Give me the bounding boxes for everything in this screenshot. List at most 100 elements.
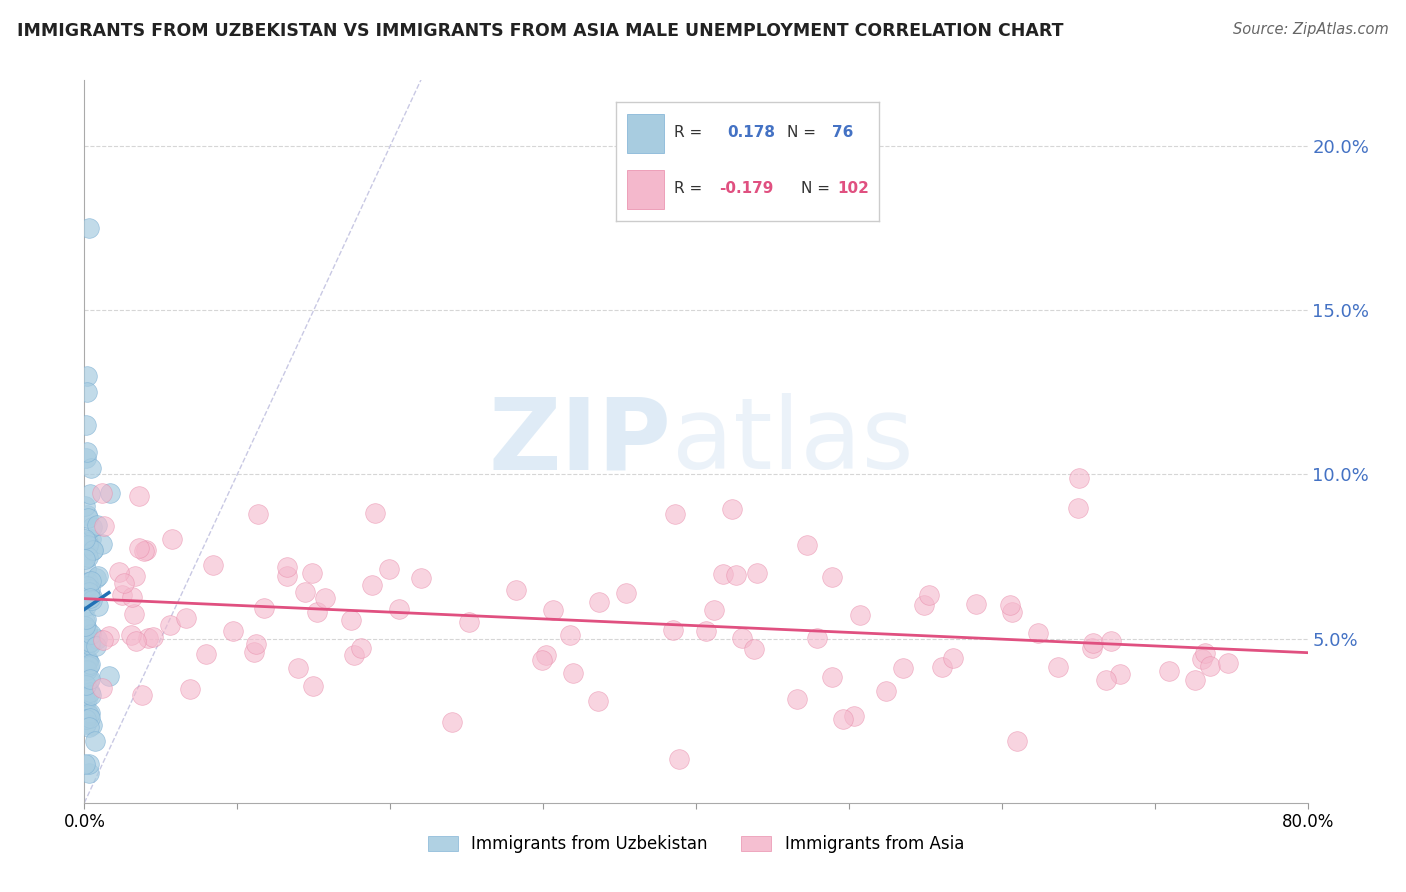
- Point: [79, 486, 101, 500]
- Point: [664, 507, 686, 521]
- Point: [75, 717, 97, 731]
- Point: [76, 368, 98, 383]
- Point: [796, 538, 818, 552]
- Point: [77, 652, 100, 666]
- Point: [79, 634, 101, 648]
- Point: [1099, 634, 1122, 648]
- Point: [112, 575, 135, 590]
- Point: [875, 684, 897, 698]
- Point: [76, 537, 98, 551]
- Point: [111, 588, 134, 602]
- Point: [821, 570, 844, 584]
- Point: [1026, 626, 1049, 640]
- Point: [76, 638, 98, 652]
- Point: [668, 752, 690, 766]
- Point: [731, 632, 754, 646]
- Point: [131, 689, 153, 703]
- Point: [77, 707, 100, 722]
- Point: [75, 756, 97, 771]
- Point: [307, 606, 329, 620]
- Point: [942, 651, 965, 665]
- Point: [388, 602, 411, 616]
- Point: [1067, 501, 1090, 516]
- Point: [124, 569, 146, 583]
- Point: [91, 537, 114, 551]
- Point: [79, 591, 101, 606]
- Text: Source: ZipAtlas.com: Source: ZipAtlas.com: [1233, 22, 1389, 37]
- Point: [77, 673, 100, 687]
- Point: [965, 597, 987, 611]
- Point: [136, 631, 159, 645]
- Point: [588, 595, 610, 609]
- Point: [73, 619, 96, 633]
- Point: [831, 712, 853, 726]
- Point: [931, 660, 953, 674]
- Point: [79, 461, 101, 475]
- Point: [86, 517, 108, 532]
- Point: [378, 562, 401, 576]
- Point: [350, 640, 373, 655]
- Point: [79, 582, 101, 596]
- Point: [76, 654, 98, 668]
- Point: [530, 653, 553, 667]
- Point: [179, 682, 201, 697]
- Text: IMMIGRANTS FROM UZBEKISTAN VS IMMIGRANTS FROM ASIA MALE UNEMPLOYMENT CORRELATION: IMMIGRANTS FROM UZBEKISTAN VS IMMIGRANTS…: [17, 22, 1063, 40]
- Point: [121, 591, 143, 605]
- Point: [142, 631, 165, 645]
- Point: [77, 550, 100, 565]
- Point: [77, 720, 100, 734]
- Point: [1001, 605, 1024, 619]
- Point: [91, 486, 114, 500]
- Point: [79, 685, 101, 699]
- Point: [458, 615, 481, 629]
- Point: [1194, 646, 1216, 660]
- Point: [77, 535, 100, 549]
- Point: [77, 221, 100, 235]
- Point: [98, 485, 121, 500]
- Point: [695, 624, 717, 638]
- Point: [76, 445, 98, 459]
- Point: [360, 578, 382, 592]
- Point: [93, 519, 115, 533]
- Point: [82, 593, 104, 607]
- Point: [301, 566, 323, 580]
- Point: [247, 507, 270, 521]
- Point: [162, 533, 184, 547]
- Point: [73, 532, 96, 546]
- Point: [86, 632, 108, 646]
- Point: [91, 681, 114, 695]
- Point: [82, 519, 104, 533]
- Point: [80, 574, 103, 589]
- Point: [912, 599, 935, 613]
- Point: [77, 765, 100, 780]
- Point: [1184, 673, 1206, 687]
- Point: [76, 691, 98, 706]
- Point: [1159, 664, 1181, 678]
- Point: [80, 627, 103, 641]
- Point: [243, 645, 266, 659]
- Point: [77, 659, 100, 673]
- Point: [76, 385, 98, 400]
- Point: [364, 506, 387, 520]
- Point: [82, 718, 104, 732]
- Point: [276, 560, 298, 574]
- Point: [79, 657, 101, 671]
- Point: [79, 638, 101, 652]
- Point: [125, 633, 148, 648]
- Point: [76, 508, 98, 523]
- Point: [80, 688, 103, 702]
- Point: [543, 603, 565, 617]
- Point: [662, 624, 685, 638]
- Point: [340, 614, 363, 628]
- Point: [91, 632, 114, 647]
- Point: [441, 714, 464, 729]
- Point: [84, 733, 107, 747]
- Point: [75, 562, 97, 576]
- Point: [76, 623, 98, 637]
- Point: [76, 712, 98, 726]
- Point: [1000, 598, 1022, 612]
- Point: [1199, 658, 1222, 673]
- Point: [120, 628, 142, 642]
- Point: [721, 501, 744, 516]
- Point: [122, 607, 145, 622]
